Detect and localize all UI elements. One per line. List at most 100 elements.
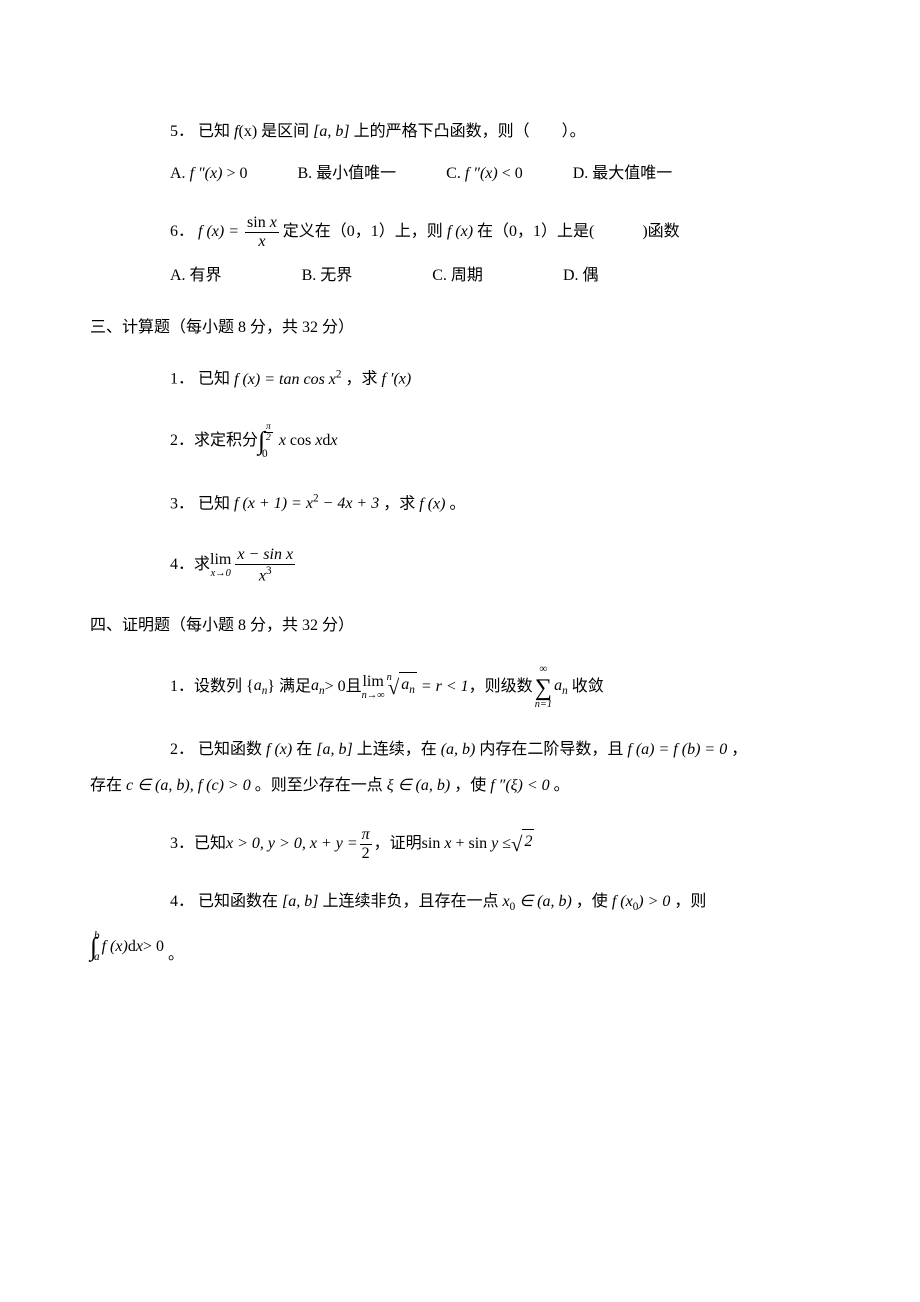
s3-p4-lim-var: x→0 — [211, 568, 231, 579]
s4-p1-an: an — [254, 674, 268, 700]
s4-p3-sqrt-inner: 2 — [522, 829, 534, 854]
q5-mid1: 是区间 — [261, 120, 309, 144]
q6-options: A. 有界 B. 无界 C. 周期 D. 偶 — [170, 264, 830, 288]
s3-p1-expr2: f ′(x) — [382, 371, 412, 388]
s3-p3: 3． 已知 f (x + 1) = x2 − 4x + 3 ，求 f (x) 。 — [170, 491, 830, 516]
s4-p3-pre: 已知 — [194, 832, 226, 856]
s4-p2-mid4: 。则至少存在一点 — [255, 777, 387, 794]
s4-p2-fx: f (x) — [266, 741, 292, 758]
s3-p2-limits: π2 0 — [262, 422, 275, 461]
s4-p1-mid2: ，则级数 — [469, 675, 533, 699]
s4-p2-fpp: f ″(ξ) < 0 — [490, 777, 549, 794]
q6-opt-d: D. 偶 — [563, 264, 599, 288]
s4-p1-and: 且 — [346, 675, 362, 699]
s4-p1-end: 收敛 — [572, 675, 604, 699]
section-3-header: 三、计算题（每小题 8 分，共 32 分） — [90, 316, 830, 340]
s4-p4-mid1: 上连续非负，且存在一点 — [322, 893, 502, 910]
q5-c-expr: f ″(x) < 0 — [465, 162, 523, 186]
s3-p4-frac: x − sin x x3 — [235, 546, 295, 585]
s4-p3-mid: ，证明 — [374, 832, 422, 856]
s4-p1-sum-body: an — [554, 674, 568, 700]
s4-p4-mid3: ，则 — [674, 893, 706, 910]
s3-p2-num: 2． — [170, 429, 194, 453]
s3-p2-upper-num: π — [264, 422, 273, 433]
s4-p2-num: 2． — [170, 741, 194, 758]
s4-p1-sum-n: n — [562, 685, 568, 697]
q6-opt-b: B. 无界 — [302, 264, 353, 288]
section-4-header: 四、证明题（每小题 8 分，共 32 分） — [90, 614, 830, 638]
s4-p2-ab: [a, b] — [316, 741, 352, 758]
q5-a-label: A. — [170, 162, 186, 186]
q5-stem: 5． 已知 f(x) 是区间 [a, b] 上的严格下凸函数，则（ ）。 — [170, 120, 830, 144]
s4-p4-dx: dx — [128, 935, 143, 959]
s4-p2-ab2: (a, b) — [441, 741, 476, 758]
s3-p4-den-exp: 3 — [266, 565, 272, 577]
s4-p1-mid1: } 满足 — [267, 675, 311, 699]
s4-p4-end: 。 — [168, 943, 184, 967]
s4-p4-x0-x: x — [503, 893, 510, 910]
q6-number: 6． — [170, 220, 194, 244]
s4-p2-eq1: f (a) = f (b) = 0 — [627, 741, 727, 758]
s4-p2-mid1: 在 — [296, 741, 316, 758]
q5-c-func: f ″(x) — [465, 165, 498, 182]
s4-p1-an2: an — [311, 674, 325, 700]
q6-lhs: f (x) = — [198, 220, 239, 244]
s3-p1-sq: 2 — [336, 368, 342, 380]
question-5: 5． 已知 f(x) 是区间 [a, b] 上的严格下凸函数，则（ ）。 A. … — [170, 120, 830, 186]
s4-p3-num: 3． — [170, 832, 194, 856]
s4-p4-ab: [a, b] — [282, 893, 318, 910]
s4-p2-mid2: 上连续，在 — [357, 741, 441, 758]
s3-p3-end: 。 — [449, 495, 465, 512]
q5-func: f(x) — [234, 120, 257, 144]
s4-p1-an-a: a — [254, 677, 262, 694]
s4-p1-root-n: n — [409, 684, 415, 696]
s4-p3: 3． 已知 x > 0, y > 0, x + y = π 2 ，证明 sin … — [170, 826, 830, 862]
q6-frac-den: x — [256, 233, 267, 251]
s3-p1-expr1: f (x) = tan cos x — [234, 371, 336, 388]
q5-b-text: 最小值唯一 — [316, 162, 396, 186]
q6-frac: sin xx x — [245, 214, 279, 250]
s3-p1-expr: f (x) = tan cos x2 — [234, 371, 341, 388]
s3-p1-pre: 已知 — [198, 371, 234, 388]
s4-p1-eq: = r < 1 — [421, 675, 469, 699]
s4-p1-num: 1． — [170, 675, 194, 699]
s3-p2-pre: 求定积分 — [194, 429, 258, 453]
s4-p2-mid5: ，使 — [454, 777, 490, 794]
s4-p3-cond: x > 0, y > 0, x + y = — [226, 832, 358, 856]
q5-c-rel: < 0 — [502, 165, 523, 182]
s4-p2-mid3: 内存在二阶导数，且 — [479, 741, 627, 758]
s4-p2-line2: 存在 c ∈ (a, b), f (c) > 0 。则至少存在一点 ξ ∈ (a… — [90, 774, 830, 798]
s3-p2-lower: 0 — [262, 449, 275, 460]
s4-p2-l2-pre: 存在 — [90, 777, 126, 794]
q5-interval: [a, b] — [313, 120, 349, 144]
q5-opt-d: D. 最大值唯一 — [573, 162, 673, 186]
q5-options: A. f ″(x) > 0 B. 最小值唯一 C. f ″(x) < 0 D. … — [170, 162, 830, 186]
s4-p4-fx0: f (x0) > 0 — [612, 893, 671, 910]
s4-p1-gt0: > 0 — [325, 675, 346, 699]
question-6: 6． f (x) = sin xx x 定义在（0，1）上，则 f (x) 在（… — [170, 214, 830, 288]
s4-p3-frac-den: 2 — [360, 845, 372, 863]
s4-p3-frac: π 2 — [360, 826, 372, 862]
s4-p4-in: ∈ (a, b) — [519, 893, 572, 910]
q5-c-label: C. — [446, 162, 461, 186]
s3-p3-fx: f (x) — [419, 495, 445, 512]
q5-pre: 已知 — [198, 120, 230, 144]
q6-fx: f (x) — [447, 220, 473, 244]
s4-p4-lower: a — [94, 952, 100, 963]
s4-p4-x0-sub: 0 — [510, 901, 516, 913]
s4-p1-pre: 设数列 { — [194, 675, 254, 699]
s4-p4-upper: b — [94, 931, 100, 942]
q5-b-label: B. — [297, 162, 312, 186]
s4-p4-pre: 已知函数在 — [198, 893, 282, 910]
q5-mid2: 上的严格下凸函数，则（ ）。 — [354, 120, 586, 144]
s4-p4-fx0-a: f (x — [612, 893, 633, 910]
s4-p3-sqrt: √ 2 — [511, 829, 534, 860]
q5-a-func: f ″(x) — [190, 165, 223, 182]
s4-p1-lim: lim n→∞ — [362, 673, 385, 702]
q5-opt-b: B. 最小值唯一 — [297, 162, 396, 186]
s3-p3-expr1: f (x + 1) = x — [234, 495, 313, 512]
s4-p1-lim-t: lim — [362, 673, 383, 691]
q6-opt-a: A. 有界 — [170, 264, 222, 288]
q5-opt-c: C. f ″(x) < 0 — [446, 162, 523, 186]
s4-p1-sum-a: a — [554, 677, 562, 694]
